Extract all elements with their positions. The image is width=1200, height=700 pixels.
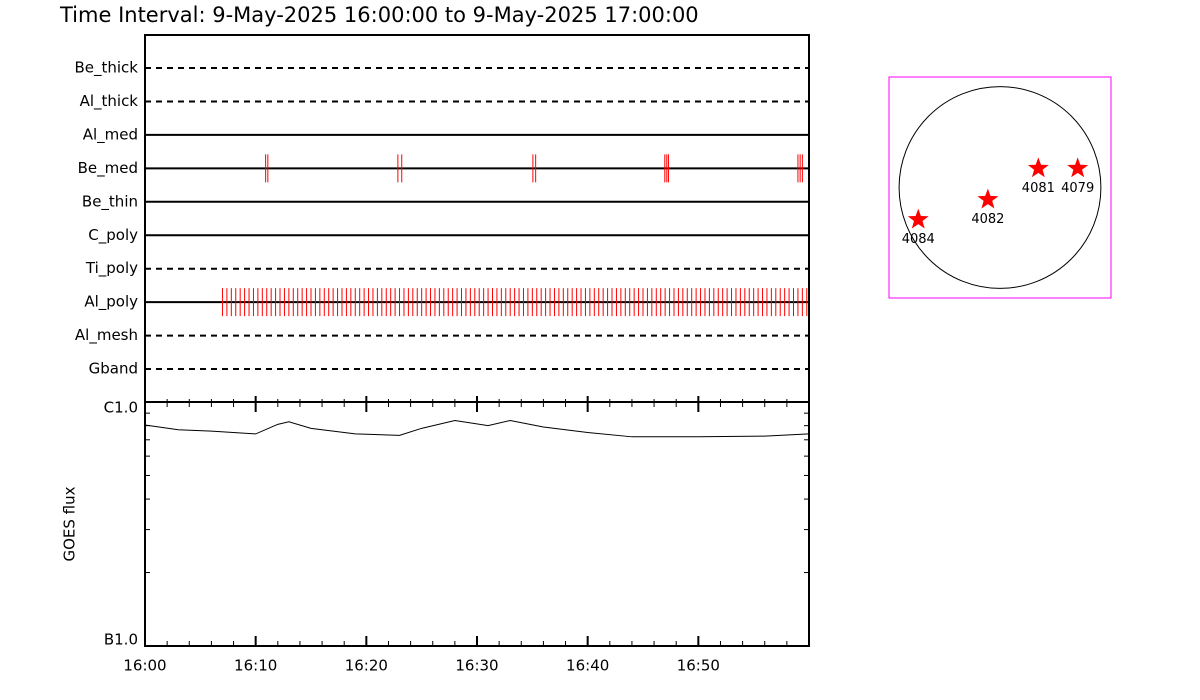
x-tick-label: 16:30 <box>455 657 498 675</box>
y-tick-label: B1.0 <box>104 631 138 649</box>
filter-label: Al_med <box>83 125 138 144</box>
y-tick-label: C1.0 <box>104 399 138 417</box>
filter-label: C_poly <box>88 226 138 245</box>
filter-label: Be_med <box>78 159 138 178</box>
x-tick-label: 16:40 <box>566 657 609 675</box>
filter-label: Be_thick <box>74 59 138 78</box>
active-region-star <box>977 188 999 209</box>
active-region-label: 4084 <box>902 232 935 247</box>
goes-curve <box>144 419 810 438</box>
active-region-label: 4081 <box>1022 181 1055 196</box>
y-axis-label: GOES flux <box>61 486 79 561</box>
active-region-star <box>907 208 929 229</box>
active-region-star <box>1067 157 1089 178</box>
x-tick-label: 16:20 <box>345 657 388 675</box>
filter-label: Al_mesh <box>75 326 138 345</box>
filter-label: Ti_poly <box>85 259 138 278</box>
active-region-label: 4079 <box>1061 181 1094 196</box>
title: Time Interval: 9-May-2025 16:00:00 to 9-… <box>59 3 699 27</box>
active-region-star <box>1027 157 1049 178</box>
filter-label: Gband <box>89 360 138 378</box>
x-tick-label: 16:10 <box>234 657 277 675</box>
filter-label: Al_poly <box>84 293 138 312</box>
panel-frame <box>144 401 810 647</box>
map-frame <box>888 76 1112 299</box>
active-region-label: 4082 <box>971 212 1004 227</box>
x-tick-label: 16:00 <box>123 657 166 675</box>
filter-label: Al_thick <box>80 92 139 111</box>
solar-disk <box>898 86 1102 289</box>
x-tick-label: 16:50 <box>677 657 720 675</box>
panel-frame <box>144 34 810 403</box>
filter-label: Be_thin <box>82 192 138 211</box>
